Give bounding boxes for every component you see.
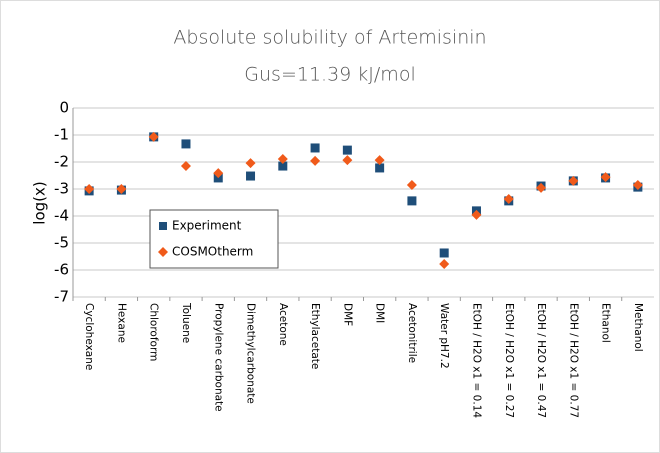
data-point: [503, 193, 514, 204]
x-tick-label: Acetonitrile: [406, 303, 418, 363]
x-tick-label: Ethanol: [600, 303, 612, 343]
legend-marker: [158, 247, 168, 257]
data-point: [310, 143, 320, 153]
legend-label: COSMOtherm: [172, 245, 253, 259]
legend-label: Experiment: [172, 219, 242, 233]
x-tick-label: Water pH7.2: [438, 303, 450, 369]
x-tick-label: EtOH / H2O x1 = 0.77: [567, 303, 579, 418]
data-point: [374, 155, 385, 166]
x-tick-label: Dimethylcarbonate: [245, 303, 257, 404]
data-point: [180, 161, 191, 172]
data-point: [342, 155, 353, 166]
data-point: [213, 168, 224, 179]
data-point: [375, 163, 385, 173]
data-point: [536, 182, 547, 193]
y-tick-label: -7: [54, 288, 69, 306]
x-tick-label: Methanol: [632, 303, 644, 352]
x-tick-label: EtOH / H2O x1 = 0.47: [535, 303, 547, 418]
x-tick-label: Cyclohexane: [83, 303, 95, 370]
data-point: [632, 179, 643, 190]
data-point: [84, 184, 95, 194]
data-point: [471, 209, 482, 220]
data-point: [148, 131, 159, 142]
data-point: [278, 161, 288, 171]
x-tick-label: DMF: [341, 303, 353, 326]
data-point: [439, 248, 449, 258]
y-tick-label: -5: [54, 234, 69, 252]
x-tick-label: Propylene carbonate: [212, 303, 224, 412]
y-tick-label: -3: [54, 180, 69, 198]
data-point: [181, 139, 191, 149]
chart-subtitle: Gus=11.39 kJ/mol: [244, 64, 415, 86]
x-tick-label: Acetone: [277, 303, 289, 346]
chart-title: Absolute solubility of Artemisinin: [173, 27, 486, 49]
data-point: [342, 145, 352, 155]
legend-marker: [159, 222, 167, 230]
y-axis-label: log(x): [31, 181, 49, 224]
data-point: [406, 179, 417, 190]
data-point: [246, 171, 256, 181]
data-point: [600, 172, 611, 183]
data-point: [245, 158, 256, 169]
x-tick-label: Hexane: [115, 303, 127, 343]
x-tick-label: Chloroform: [148, 303, 160, 361]
y-tick-label: -4: [54, 207, 69, 225]
y-tick-label: -6: [54, 261, 69, 279]
x-tick-label: EtOH / H2O x1 = 0.14: [470, 303, 482, 418]
x-tick-label: Ethylacetate: [309, 303, 321, 369]
x-tick-label: DMI: [374, 303, 386, 323]
x-tick-label: EtOH / H2O x1 = 0.27: [503, 303, 515, 418]
y-tick-label: -2: [54, 153, 69, 171]
x-tick-label: Toluene: [180, 302, 192, 343]
data-point: [568, 175, 579, 186]
data-point: [310, 155, 321, 166]
data-point: [116, 184, 127, 194]
data-point: [277, 154, 288, 165]
y-tick-label: 0: [59, 99, 69, 117]
data-point: [439, 259, 450, 270]
legend-box: [149, 209, 279, 269]
y-tick-label: -1: [54, 126, 69, 144]
data-point: [407, 196, 417, 206]
